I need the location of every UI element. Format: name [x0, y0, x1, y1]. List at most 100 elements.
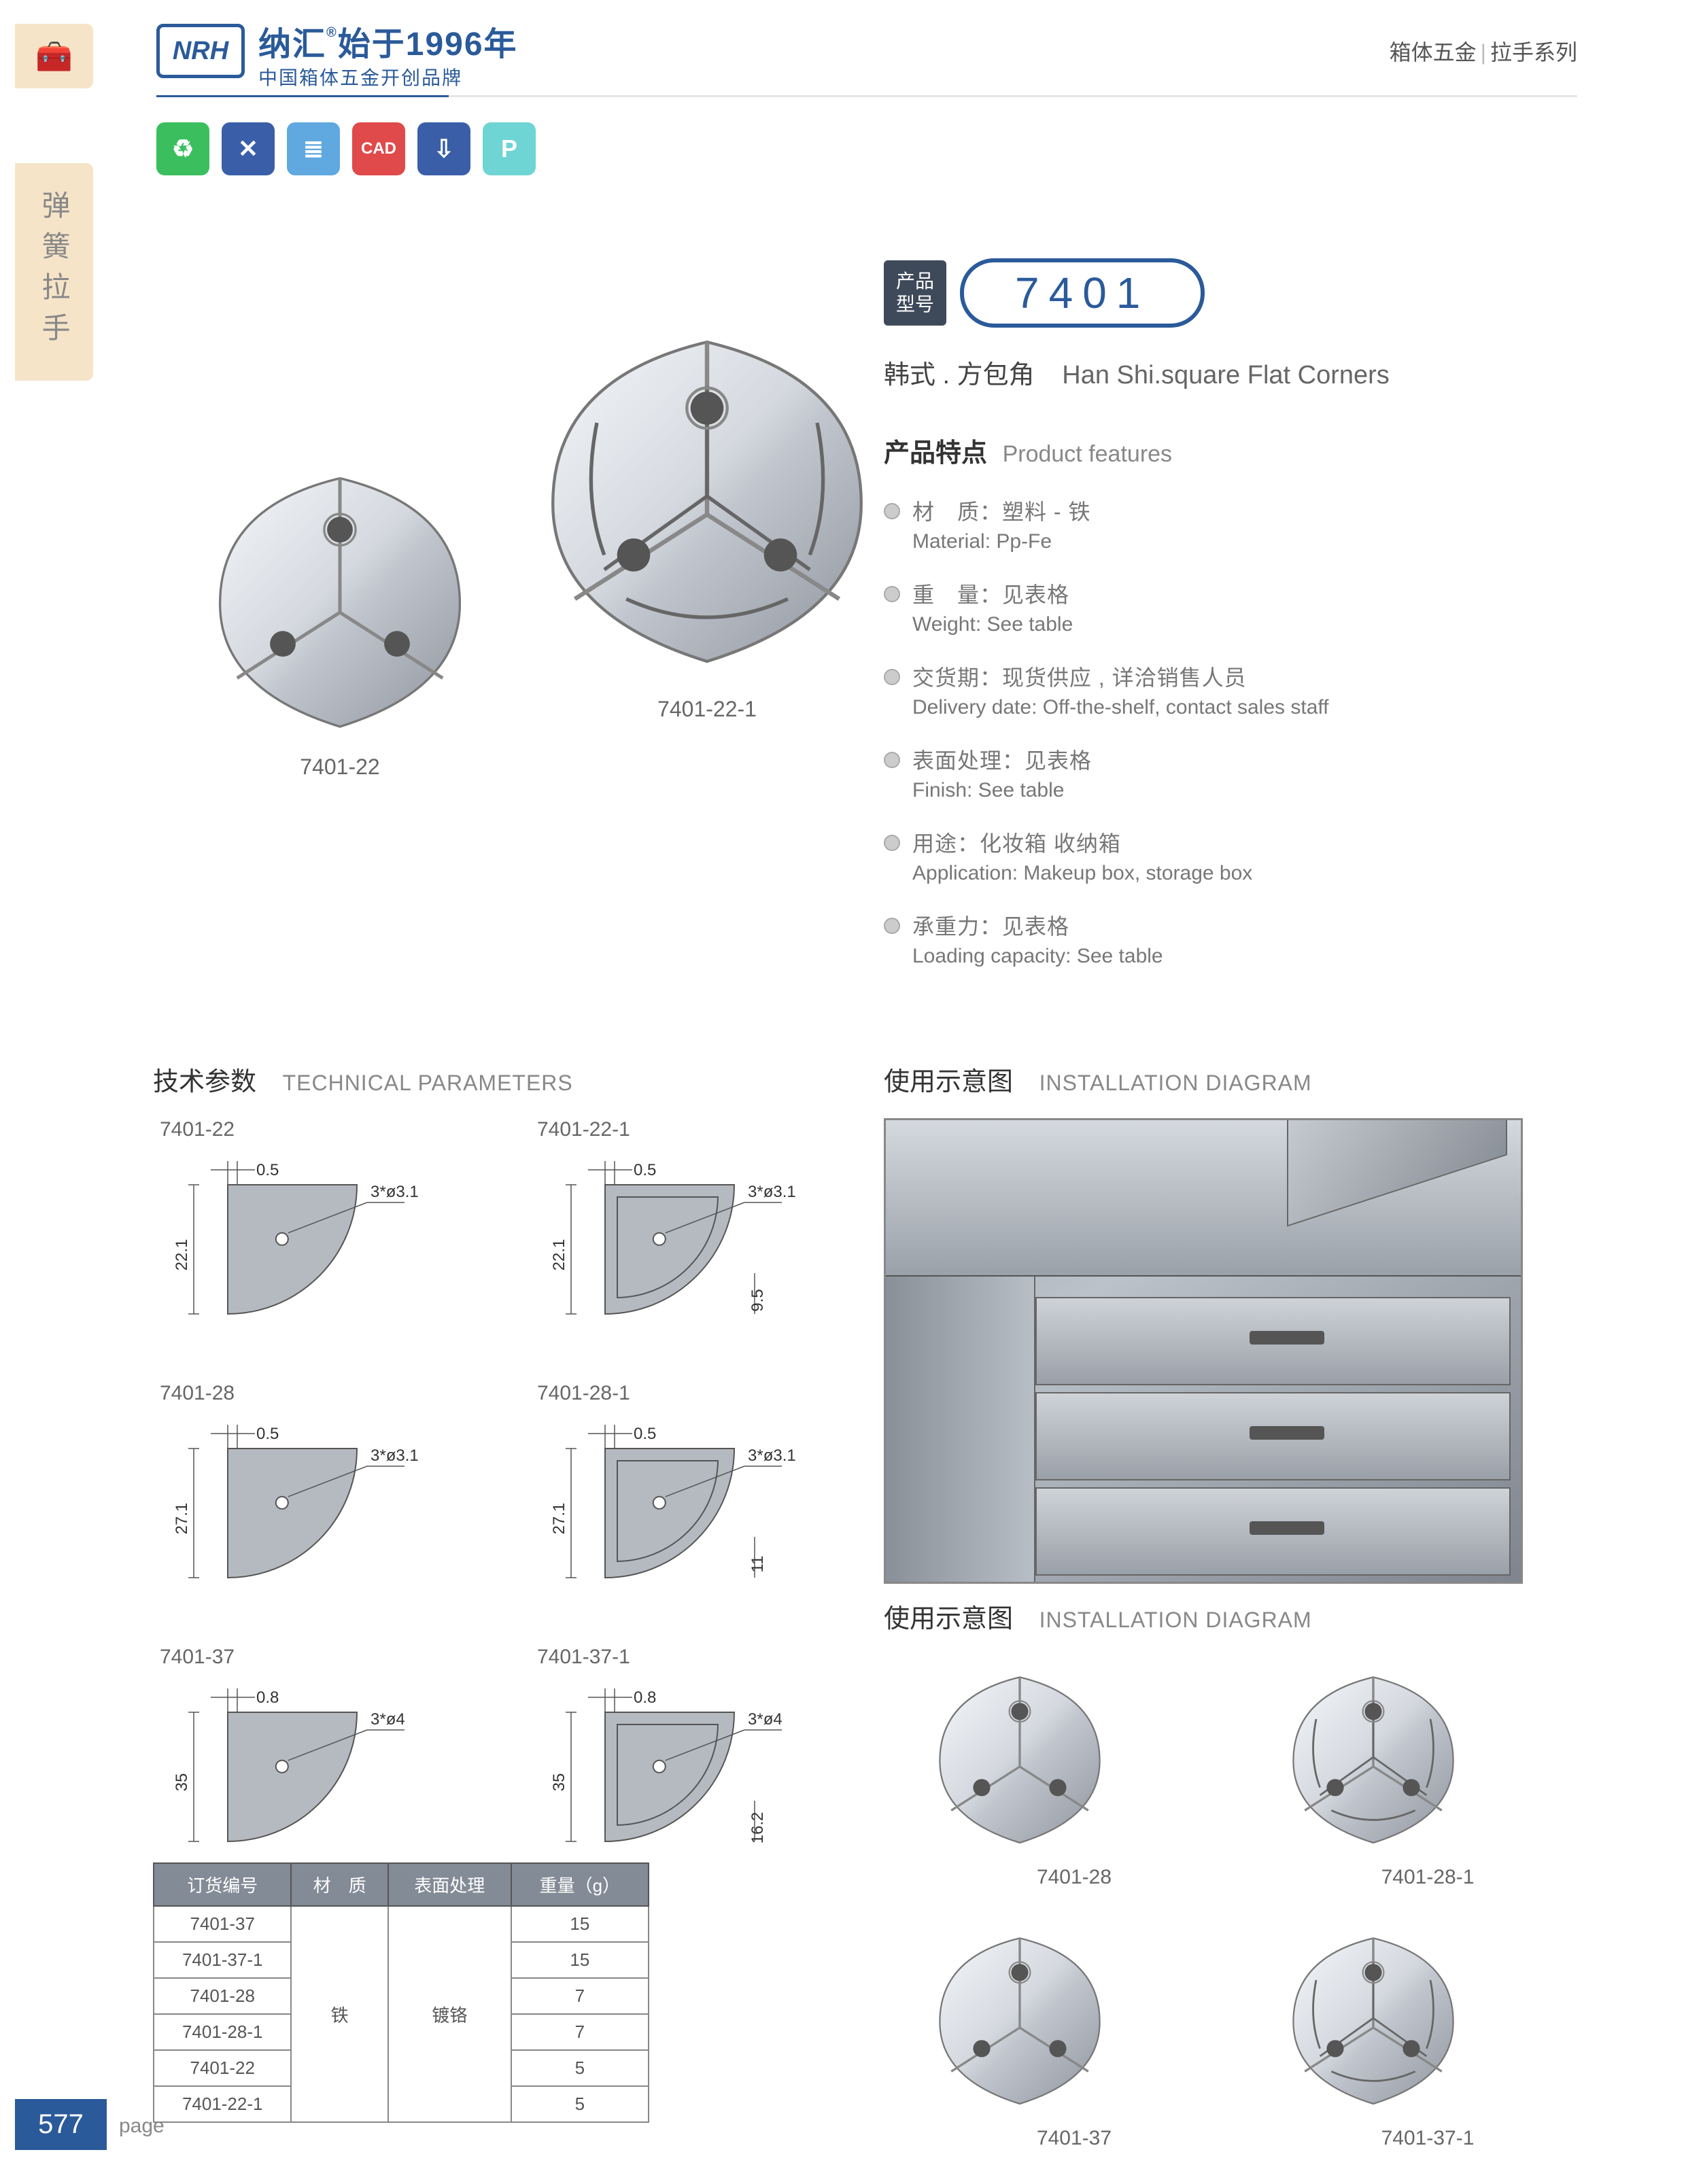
hero-label: 7401-22 — [197, 755, 483, 780]
feature-icon-5: P — [483, 122, 536, 175]
tech-card-7401-28: 7401-28 0.5 3*ø3.1 27.1 — [153, 1382, 510, 1632]
side-category-tab: 弹簧拉手 — [15, 163, 93, 381]
product-name-en: Han Shi.square Flat Corners — [1062, 361, 1390, 389]
model-tag: 产品 型号 — [884, 260, 946, 325]
install-label: 7401-37 — [925, 2127, 1224, 2150]
hero-product-area: 7401-22 7401-22-1 — [170, 313, 850, 924]
feature-cn: 重 量：见表格 — [912, 578, 1577, 609]
page-label: page — [119, 2115, 165, 2138]
header-divider-accent — [156, 95, 449, 97]
feature-item-4: 用途：化妆箱 收纳箱 Application: Makeup box, stor… — [884, 827, 1577, 885]
brand-title-cn: 纳汇 — [258, 27, 326, 63]
feature-icon-2: ≣ — [287, 122, 340, 175]
brand-subtitle: 中国箱体五金开创品牌 — [258, 66, 518, 90]
features-title: 产品特点 Product features — [884, 432, 1577, 469]
model-number: 7401 — [960, 258, 1205, 328]
breadcrumb-b: 拉手系列 — [1490, 40, 1577, 65]
install-label: 7401-28-1 — [1278, 1866, 1577, 1889]
svg-text:3*ø4: 3*ø4 — [371, 1710, 405, 1729]
tech-title: 技术参数 TECHNICAL PARAMETERS — [153, 1060, 887, 1098]
tech-label: 7401-37 — [160, 1646, 510, 1669]
tech-card-7401-28-1: 7401-28-1 0.5 3*ø3.1 27.1 11 — [530, 1382, 887, 1632]
feature-en: Weight: See table — [912, 613, 1577, 636]
features-title-cn: 产品特点 — [884, 439, 987, 468]
install-item-7401-37-1: 7401-37-1 — [1278, 1923, 1577, 2150]
install-label: 7401-28 — [925, 1866, 1224, 1889]
spec-weight: 5 — [511, 2086, 649, 2122]
svg-text:35: 35 — [550, 1773, 568, 1792]
tech-drawing: 0.5 3*ø3.1 22.1 9.5 — [530, 1151, 850, 1368]
spec-material: 铁 — [291, 1906, 388, 2122]
feature-icon-row: ♻✕≣CAD⇩P — [156, 122, 536, 175]
side-icon-tab: 🧰 — [15, 24, 93, 88]
tech-title-en: TECHNICAL PARAMETERS — [283, 1071, 573, 1095]
spec-th: 材 质 — [291, 1863, 388, 1906]
feature-cn: 交货期：现货供应 , 详洽销售人员 — [912, 661, 1577, 692]
installation-section-2: 使用示意图 INSTALLATION DIAGRAM 7401-28 — [884, 1597, 1577, 2150]
info-column: 产品 型号 7401 韩式 . 方包角 Han Shi.square Flat … — [884, 258, 1577, 992]
brand-logo: NRH — [156, 24, 245, 78]
hero-label: 7401-22-1 — [523, 697, 891, 722]
tech-label: 7401-28-1 — [537, 1382, 887, 1405]
svg-text:35: 35 — [173, 1773, 191, 1792]
feature-item-0: 材 质：塑料 - 铁 Material: Pp-Fe — [884, 495, 1577, 553]
hero-7401-22: 7401-22 — [197, 455, 483, 780]
svg-text:27.1: 27.1 — [550, 1503, 568, 1535]
tech-card-7401-22-1: 7401-22-1 0.5 3*ø3.1 22.1 9.5 — [530, 1118, 887, 1368]
model-row: 产品 型号 7401 — [884, 258, 1577, 328]
feature-item-3: 表面处理：见表格 Finish: See table — [884, 744, 1577, 802]
feature-en: Application: Makeup box, storage box — [912, 862, 1577, 885]
svg-text:11: 11 — [749, 1556, 767, 1573]
feature-icon-3: CAD — [352, 122, 405, 175]
feature-icon-0: ♻ — [156, 122, 209, 175]
spec-th: 表面处理 — [388, 1863, 511, 1906]
spec-code: 7401-28-1 — [154, 2014, 291, 2050]
svg-text:0.5: 0.5 — [256, 1425, 279, 1443]
feature-cn: 承重力：见表格 — [912, 909, 1577, 941]
tech-label: 7401-28 — [160, 1382, 510, 1405]
spec-th: 重量（g） — [511, 1863, 649, 1906]
feature-item-5: 承重力：见表格 Loading capacity: See table — [884, 909, 1577, 968]
svg-text:16.2: 16.2 — [749, 1812, 767, 1844]
svg-text:3*ø3.1: 3*ø3.1 — [748, 1183, 796, 1201]
tech-card-7401-37-1: 7401-37-1 0.8 3*ø4 35 16.2 — [530, 1646, 887, 1896]
spec-code: 7401-37-1 — [154, 1942, 291, 1978]
spec-finish: 镀铬 — [388, 1906, 511, 2122]
spec-code: 7401-28 — [154, 1978, 291, 2014]
svg-text:3*ø3.1: 3*ø3.1 — [748, 1446, 796, 1465]
install-title-2-en: INSTALLATION DIAGRAM — [1039, 1608, 1312, 1632]
tech-drawing: 0.5 3*ø3.1 27.1 11 — [530, 1415, 850, 1632]
feature-icon-4: ⇩ — [417, 122, 470, 175]
install-grid: 7401-28 7401-28-1 — [884, 1662, 1577, 2150]
installation-photo — [884, 1118, 1523, 1584]
installation-section-1: 使用示意图 INSTALLATION DIAGRAM — [884, 1060, 1577, 1584]
tech-card-7401-22: 7401-22 0.5 3*ø3.1 22.1 — [153, 1118, 510, 1368]
install-item-7401-28: 7401-28 — [925, 1662, 1224, 1889]
feature-item-2: 交货期：现货供应 , 详洽销售人员 Delivery date: Off-the… — [884, 661, 1577, 719]
install-title-cn: 使用示意图 — [884, 1068, 1013, 1096]
svg-text:22.1: 22.1 — [550, 1239, 568, 1271]
install-item-7401-28-1: 7401-28-1 — [1278, 1662, 1577, 1889]
feature-en: Loading capacity: See table — [912, 945, 1577, 968]
feature-icon-1: ✕ — [222, 122, 275, 175]
feature-item-1: 重 量：见表格 Weight: See table — [884, 578, 1577, 636]
svg-text:3*ø3.1: 3*ø3.1 — [371, 1183, 419, 1201]
svg-text:22.1: 22.1 — [173, 1239, 191, 1271]
install-title-2: 使用示意图 INSTALLATION DIAGRAM — [884, 1597, 1577, 1635]
feature-cn: 用途：化妆箱 收纳箱 — [912, 827, 1577, 858]
spec-table: 订货编号材 质表面处理重量（g）7401-37铁镀铬157401-37-1157… — [153, 1862, 649, 2123]
tech-drawing: 0.5 3*ø3.1 22.1 — [153, 1151, 472, 1368]
svg-text:0.5: 0.5 — [634, 1161, 656, 1179]
spec-weight: 7 — [511, 1978, 649, 2014]
install-title-1: 使用示意图 INSTALLATION DIAGRAM — [884, 1060, 1577, 1098]
feature-en: Delivery date: Off-the-shelf, contact sa… — [912, 696, 1577, 719]
features-title-en: Product features — [1003, 441, 1172, 467]
install-title-2-cn: 使用示意图 — [884, 1605, 1013, 1633]
svg-text:0.8: 0.8 — [256, 1688, 279, 1707]
table-row: 7401-37铁镀铬15 — [154, 1906, 649, 1942]
reg-mark: ® — [326, 25, 338, 40]
feature-en: Material: Pp-Fe — [912, 530, 1577, 553]
brand-title: 纳汇®始于1996年 — [258, 24, 518, 66]
brand-since: 始于1996年 — [338, 27, 518, 63]
feature-cn: 材 质：塑料 - 铁 — [912, 495, 1577, 526]
